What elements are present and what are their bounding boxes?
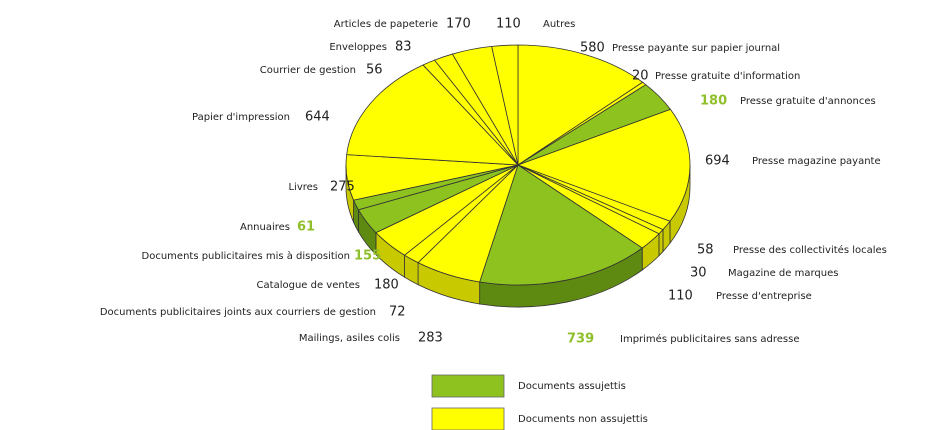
slice-label: Presse gratuite d'annonces bbox=[740, 96, 876, 107]
slice-label: Livres bbox=[288, 182, 318, 193]
slice bbox=[517, 44, 644, 166]
slice bbox=[491, 44, 519, 166]
slice bbox=[479, 164, 643, 286]
slice-value: 110 bbox=[668, 289, 693, 304]
slice-value: 180 bbox=[374, 278, 399, 293]
slice-label: Imprimés publicitaires sans adresse bbox=[620, 333, 800, 345]
slice-value: 739 bbox=[567, 332, 594, 347]
slice-value: 72 bbox=[389, 305, 406, 320]
slice-value: 110 bbox=[496, 17, 521, 32]
slice-label: Documents publicitaires mis à dispositio… bbox=[142, 250, 350, 262]
slice-label: Catalogue de ventes bbox=[257, 280, 360, 291]
slice-value: 58 bbox=[697, 243, 714, 258]
slice-value: 30 bbox=[690, 266, 707, 281]
legend-swatch bbox=[431, 374, 505, 398]
slice-value: 83 bbox=[395, 40, 412, 55]
slice-label: Presse magazine payante bbox=[752, 156, 881, 167]
legend-label: Documents non assujettis bbox=[518, 414, 648, 425]
slice-value: 56 bbox=[366, 63, 383, 78]
slice-value: 694 bbox=[705, 154, 730, 169]
slice-label: Autres bbox=[543, 19, 575, 30]
slice-value: 170 bbox=[446, 17, 471, 32]
slice-label: Presse d'entreprise bbox=[716, 291, 812, 302]
slice-value: 275 bbox=[330, 180, 355, 195]
slice-value: 283 bbox=[418, 331, 443, 346]
slice bbox=[346, 64, 519, 166]
legend-label: Documents assujettis bbox=[518, 381, 626, 392]
slice-value: 180 bbox=[700, 94, 727, 109]
slice-label: Papier d'impression bbox=[192, 112, 290, 123]
slice-label: Presse des collectivités locales bbox=[733, 244, 887, 256]
slice-value: 580 bbox=[580, 41, 605, 56]
slice-label: Mailings, asiles colis bbox=[299, 333, 400, 344]
slice-value: 644 bbox=[305, 110, 330, 125]
slice-value: 155 bbox=[354, 249, 381, 264]
slice-label: Courrier de gestion bbox=[260, 65, 356, 76]
slice-label: Annuaires bbox=[240, 222, 290, 233]
slice-value: 20 bbox=[632, 69, 649, 84]
slice-label: Articles de papeterie bbox=[334, 19, 438, 30]
slice-label: Presse payante sur papier journal bbox=[612, 43, 780, 54]
slice-label: Enveloppes bbox=[329, 42, 387, 53]
legend-swatch bbox=[431, 407, 505, 430]
slice-label: Presse gratuite d'information bbox=[655, 71, 800, 82]
slice-label: Documents publicitaires joints aux courr… bbox=[100, 307, 376, 318]
slice-label: Magazine de marques bbox=[728, 268, 838, 279]
slice-value: 61 bbox=[297, 220, 315, 235]
slice bbox=[516, 108, 691, 222]
